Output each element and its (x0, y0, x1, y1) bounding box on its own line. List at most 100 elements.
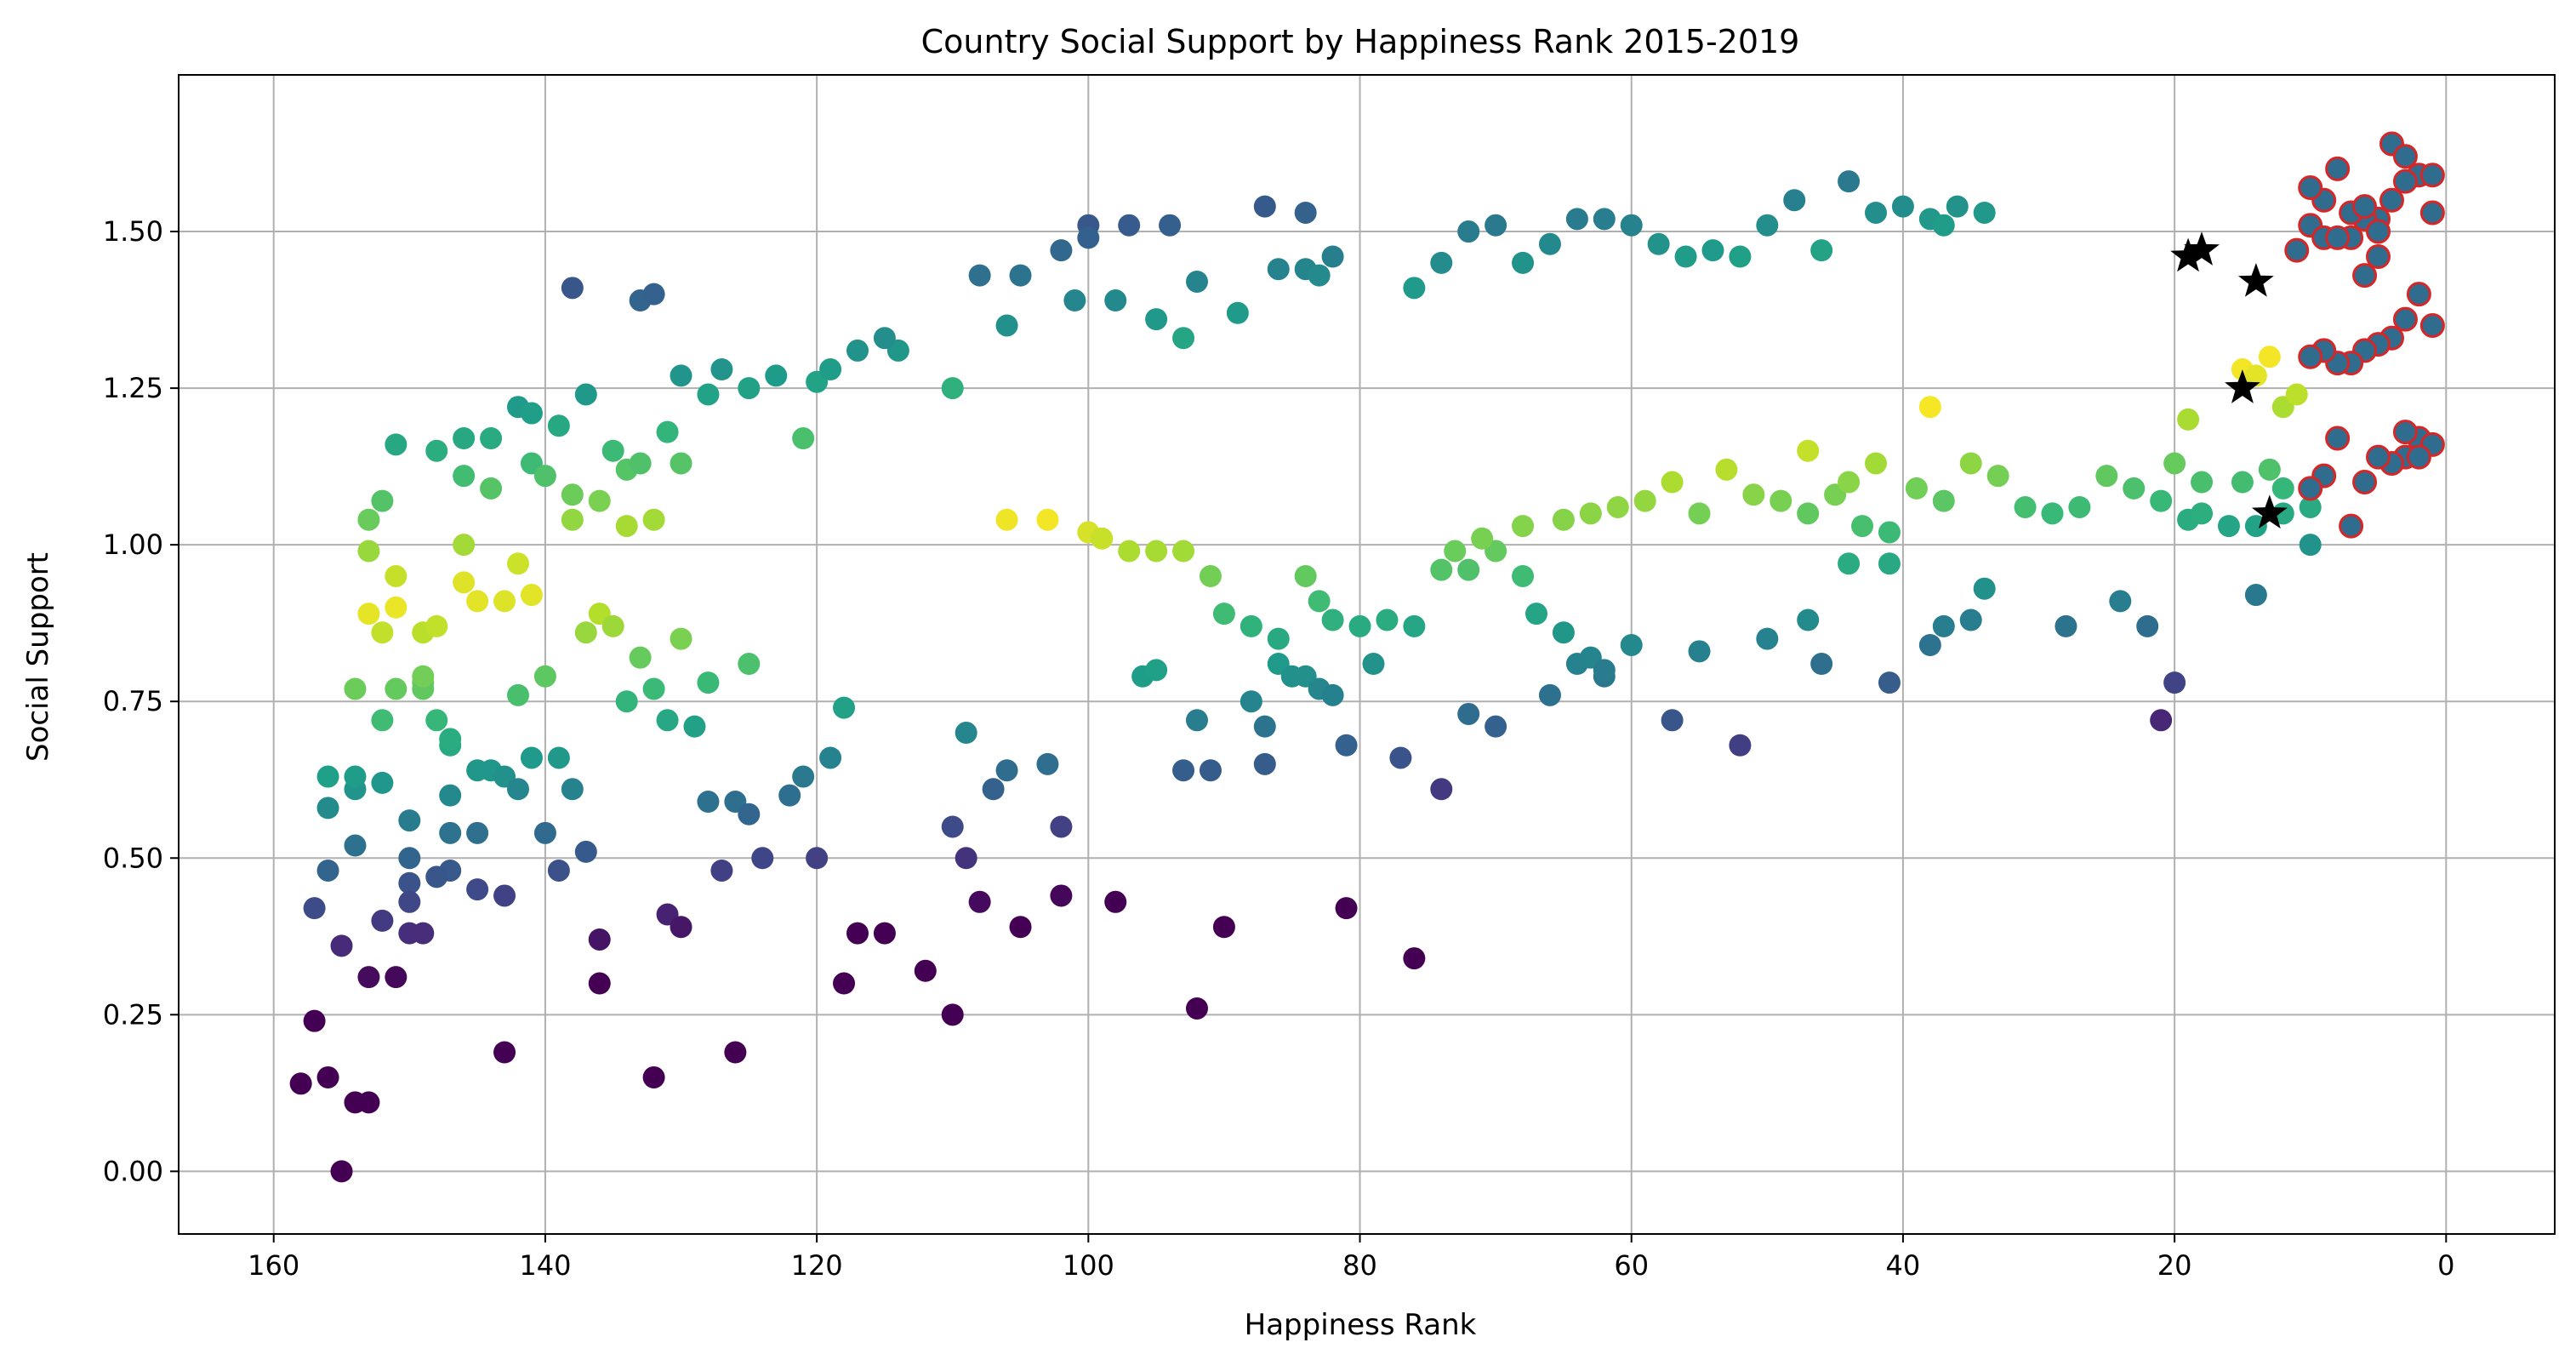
scatter-point (1729, 734, 1752, 757)
scatter-point (2136, 614, 2159, 637)
scatter-point (385, 677, 407, 700)
scatter-point (533, 665, 556, 688)
scatter-point (1294, 201, 1317, 224)
x-tick-label: 120 (791, 1249, 843, 1282)
outlined-point (2419, 163, 2445, 188)
scatter-point (1688, 502, 1711, 525)
scatter-point (995, 508, 1018, 531)
scatter-point (344, 834, 367, 857)
scatter-point (615, 515, 638, 538)
scatter-point (1538, 232, 1561, 255)
scatter-point (398, 871, 421, 894)
scatter-point (1308, 590, 1331, 613)
scatter-point (1986, 465, 2009, 488)
scatter-point (1253, 752, 1276, 775)
scatter-point (357, 603, 380, 626)
scatter-point (520, 746, 543, 769)
x-tick-label: 100 (1063, 1249, 1114, 1282)
scatter-point (846, 339, 869, 362)
scatter-point (629, 452, 652, 475)
scatter-point (480, 477, 503, 500)
scatter-point (1973, 201, 1996, 224)
scatter-point (2244, 364, 2267, 387)
scatter-point (493, 1041, 516, 1064)
scatter-point (385, 433, 407, 456)
scatter-point (453, 571, 476, 594)
scatter-point (574, 621, 597, 644)
scatter-point (1186, 997, 1208, 1020)
scatter-point (1036, 508, 1059, 531)
scatter-point (778, 784, 801, 807)
scatter-point (955, 847, 977, 870)
scatter-point (670, 916, 692, 939)
scatter-point (615, 690, 638, 713)
scatter-point (1335, 734, 1358, 757)
scatter-point (2177, 408, 2200, 431)
scatter-point (1620, 633, 1643, 656)
scatter-point (1918, 633, 1941, 656)
scatter-point (1973, 577, 1996, 600)
scatter-point (1742, 483, 1765, 506)
scatter-point (1212, 603, 1235, 626)
scatter-point (547, 859, 570, 882)
scatter-point (316, 765, 339, 788)
scatter-point (1226, 301, 1249, 324)
scatter-point (1959, 452, 1982, 475)
scatter-point (941, 377, 964, 400)
scatter-point (914, 959, 937, 982)
scatter-point (738, 803, 761, 825)
scatter-point (1932, 614, 1955, 637)
scatter-point (2285, 383, 2308, 406)
scatter-point (480, 427, 503, 450)
scatter-point (561, 508, 584, 531)
scatter-point (1457, 702, 1480, 725)
scatter-point (1267, 258, 1290, 281)
scatter-point (833, 696, 856, 719)
scatter-point (1172, 327, 1195, 350)
scatter-point (425, 709, 448, 732)
scatter-point (1674, 245, 1697, 268)
scatter-point (466, 590, 489, 613)
scatter-point (1335, 897, 1358, 920)
scatter-point (1186, 709, 1208, 732)
scatter-point (2150, 489, 2173, 512)
scatter-point (425, 439, 448, 462)
scatter-point (1797, 439, 1820, 462)
scatter-point (1593, 208, 1616, 231)
scatter-point (629, 646, 652, 669)
y-axis-label: Social Support (21, 552, 55, 762)
scatter-point (1457, 558, 1480, 581)
scatter-point (2258, 458, 2281, 481)
scatter-point (1565, 208, 1588, 231)
scatter-point (697, 383, 720, 406)
scatter-point (1512, 515, 1535, 538)
scatter-point (738, 653, 761, 676)
scatter-point (2244, 584, 2267, 607)
scatter-point (1647, 232, 1670, 255)
star-marker (2170, 237, 2206, 272)
outlined-point (2298, 175, 2323, 201)
scatter-point (1389, 746, 1412, 769)
scatter-point (547, 746, 570, 769)
scatter-point (1512, 564, 1535, 587)
scatter-point (588, 928, 611, 951)
y-tick-label: 0.25 (103, 998, 163, 1031)
star-marker (2251, 494, 2288, 529)
scatter-point (670, 364, 692, 387)
scatter-point (1430, 778, 1453, 801)
outlined-point (2406, 444, 2431, 470)
scatter-point (453, 427, 476, 450)
scatter-point (941, 1003, 964, 1026)
scatter-point (833, 972, 856, 995)
scatter-point (1838, 471, 1861, 494)
scatter-point (1308, 264, 1331, 287)
scatter-point (1321, 608, 1344, 631)
scatter-point (1565, 653, 1588, 676)
scatter-point (1661, 471, 1684, 494)
scatter-point (2068, 495, 2091, 518)
star-marker (2184, 231, 2220, 266)
scatter-point (670, 627, 692, 650)
scatter-point (1036, 752, 1059, 775)
scatter-point (1770, 489, 1792, 512)
